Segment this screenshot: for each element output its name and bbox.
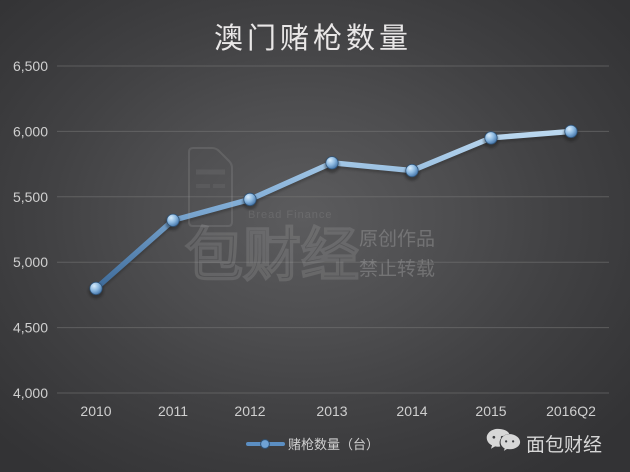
svg-text:Bread Finance: Bread Finance — [248, 209, 333, 221]
svg-text:禁止转载: 禁止转载 — [359, 258, 435, 280]
svg-text:包财经: 包财经 — [185, 223, 359, 288]
svg-text:原创作品: 原创作品 — [359, 228, 435, 250]
